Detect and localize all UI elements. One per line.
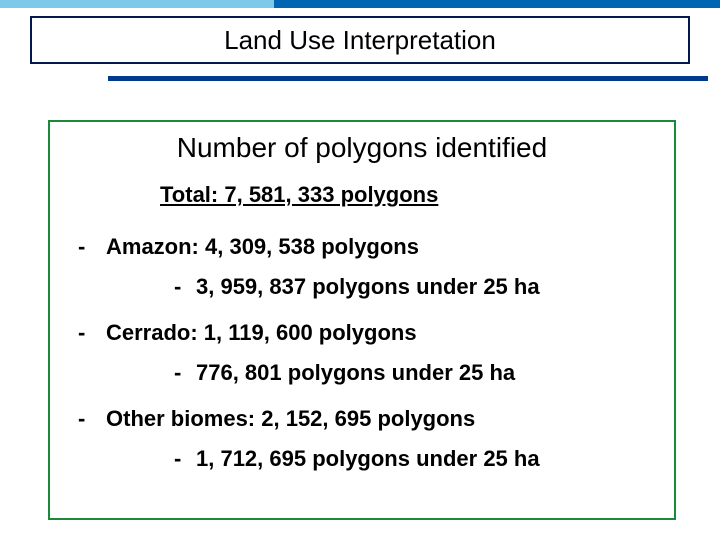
list-item-label: Cerrado: 1, 119, 600 polygons (106, 320, 417, 346)
list-item: - Other biomes: 2, 152, 695 polygons (78, 406, 674, 432)
bullet-dash: - (174, 360, 196, 386)
list-subitem-label: 776, 801 polygons under 25 ha (196, 360, 515, 386)
list-item-label: Other biomes: 2, 152, 695 polygons (106, 406, 475, 432)
total-line: Total: 7, 581, 333 polygons (160, 182, 674, 208)
title-underline (108, 76, 708, 81)
bullet-dash: - (78, 406, 106, 432)
page-title: Land Use Interpretation (224, 25, 496, 56)
top-accent-light (0, 0, 274, 8)
list-item: - Amazon: 4, 309, 538 polygons (78, 234, 674, 260)
bullet-dash: - (78, 234, 106, 260)
content-box: Number of polygons identified Total: 7, … (48, 120, 676, 520)
bullet-dash: - (174, 446, 196, 472)
list-subitem: - 3, 959, 837 polygons under 25 ha (174, 274, 674, 300)
list-subitem-label: 1, 712, 695 polygons under 25 ha (196, 446, 540, 472)
top-accent-dark (274, 0, 720, 8)
bullet-dash: - (78, 320, 106, 346)
subtitle: Number of polygons identified (50, 132, 674, 164)
list-subitem: - 1, 712, 695 polygons under 25 ha (174, 446, 674, 472)
list-subitem: - 776, 801 polygons under 25 ha (174, 360, 674, 386)
list-item-label: Amazon: 4, 309, 538 polygons (106, 234, 419, 260)
top-accent-bar (0, 0, 720, 8)
list-item: - Cerrado: 1, 119, 600 polygons (78, 320, 674, 346)
list-subitem-label: 3, 959, 837 polygons under 25 ha (196, 274, 540, 300)
polygon-list: - Amazon: 4, 309, 538 polygons - 3, 959,… (78, 234, 674, 472)
bullet-dash: - (174, 274, 196, 300)
title-box: Land Use Interpretation (30, 16, 690, 64)
